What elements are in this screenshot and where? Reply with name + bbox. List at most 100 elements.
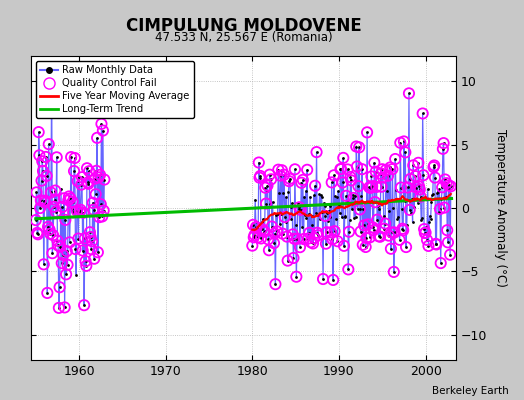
Point	[419, 172, 428, 178]
Point	[286, 176, 294, 182]
Point	[252, 224, 260, 230]
Point	[94, 249, 102, 256]
Point	[84, 181, 93, 187]
Point	[74, 235, 83, 242]
Point	[278, 230, 287, 237]
Point	[40, 198, 49, 204]
Point	[367, 173, 376, 180]
Point	[79, 210, 88, 216]
Text: 47.533 N, 25.567 E (Romania): 47.533 N, 25.567 E (Romania)	[155, 31, 332, 44]
Point	[289, 255, 298, 261]
Point	[250, 232, 259, 238]
Point	[256, 173, 265, 179]
Point	[340, 243, 348, 249]
Point	[337, 166, 345, 172]
Point	[324, 218, 332, 224]
Point	[34, 231, 42, 238]
Point	[440, 140, 448, 146]
Point	[82, 263, 91, 269]
Point	[358, 242, 367, 248]
Point	[51, 187, 59, 194]
Point	[62, 271, 70, 278]
Point	[284, 189, 292, 196]
Point	[362, 244, 370, 250]
Point	[58, 260, 66, 266]
Point	[370, 160, 378, 166]
Point	[54, 305, 63, 311]
Point	[257, 226, 266, 232]
Point	[257, 235, 265, 242]
Point	[97, 121, 106, 127]
Point	[261, 184, 269, 191]
Point	[393, 215, 401, 222]
Point	[54, 242, 62, 249]
Point	[297, 180, 305, 186]
Point	[282, 194, 290, 200]
Point	[86, 229, 94, 235]
Point	[300, 194, 309, 200]
Point	[385, 232, 393, 239]
Point	[50, 196, 59, 203]
Point	[387, 246, 395, 252]
Point	[336, 166, 345, 172]
Point	[415, 183, 423, 190]
Point	[398, 226, 407, 232]
Point	[337, 166, 345, 172]
Point	[47, 189, 55, 196]
Point	[285, 178, 293, 184]
Point	[400, 138, 408, 145]
Point	[83, 165, 91, 172]
Point	[396, 236, 404, 243]
Point	[391, 156, 399, 162]
Point	[390, 229, 399, 236]
Point	[262, 200, 270, 207]
Point	[93, 135, 101, 141]
Point	[56, 244, 64, 250]
Point	[46, 230, 54, 237]
Point	[442, 194, 450, 200]
Point	[360, 222, 368, 228]
Point	[427, 199, 435, 206]
Point	[94, 174, 103, 180]
Point	[363, 129, 372, 136]
Point	[416, 186, 424, 193]
Point	[438, 184, 446, 190]
Point	[356, 228, 365, 235]
Point	[266, 172, 274, 178]
Point	[251, 196, 259, 203]
Point	[63, 262, 72, 268]
Point	[278, 230, 287, 237]
Point	[280, 172, 288, 178]
Point	[59, 252, 68, 258]
Point	[445, 186, 454, 192]
Point	[259, 216, 267, 222]
Point	[295, 204, 303, 210]
Point	[354, 183, 363, 189]
Point	[409, 162, 418, 168]
Point	[406, 176, 414, 182]
Point	[77, 206, 85, 213]
Point	[255, 174, 264, 181]
Point	[439, 146, 447, 152]
Point	[49, 232, 57, 238]
Point	[352, 214, 360, 220]
Point	[261, 184, 269, 191]
Point	[429, 164, 438, 170]
Point	[321, 213, 330, 219]
Point	[34, 231, 42, 238]
Point	[40, 198, 49, 204]
Point	[353, 163, 361, 170]
Point	[446, 252, 454, 258]
Point	[56, 284, 64, 290]
Title: CIMPULUNG MOLDOVENE: CIMPULUNG MOLDOVENE	[126, 17, 362, 35]
Point	[325, 214, 334, 220]
Text: Berkeley Earth: Berkeley Earth	[432, 386, 508, 396]
Point	[345, 228, 353, 235]
Point	[406, 207, 414, 213]
Point	[299, 177, 307, 183]
Point	[260, 228, 269, 234]
Point	[36, 205, 45, 211]
Point	[432, 241, 441, 248]
Point	[37, 197, 45, 204]
Point	[265, 247, 273, 254]
